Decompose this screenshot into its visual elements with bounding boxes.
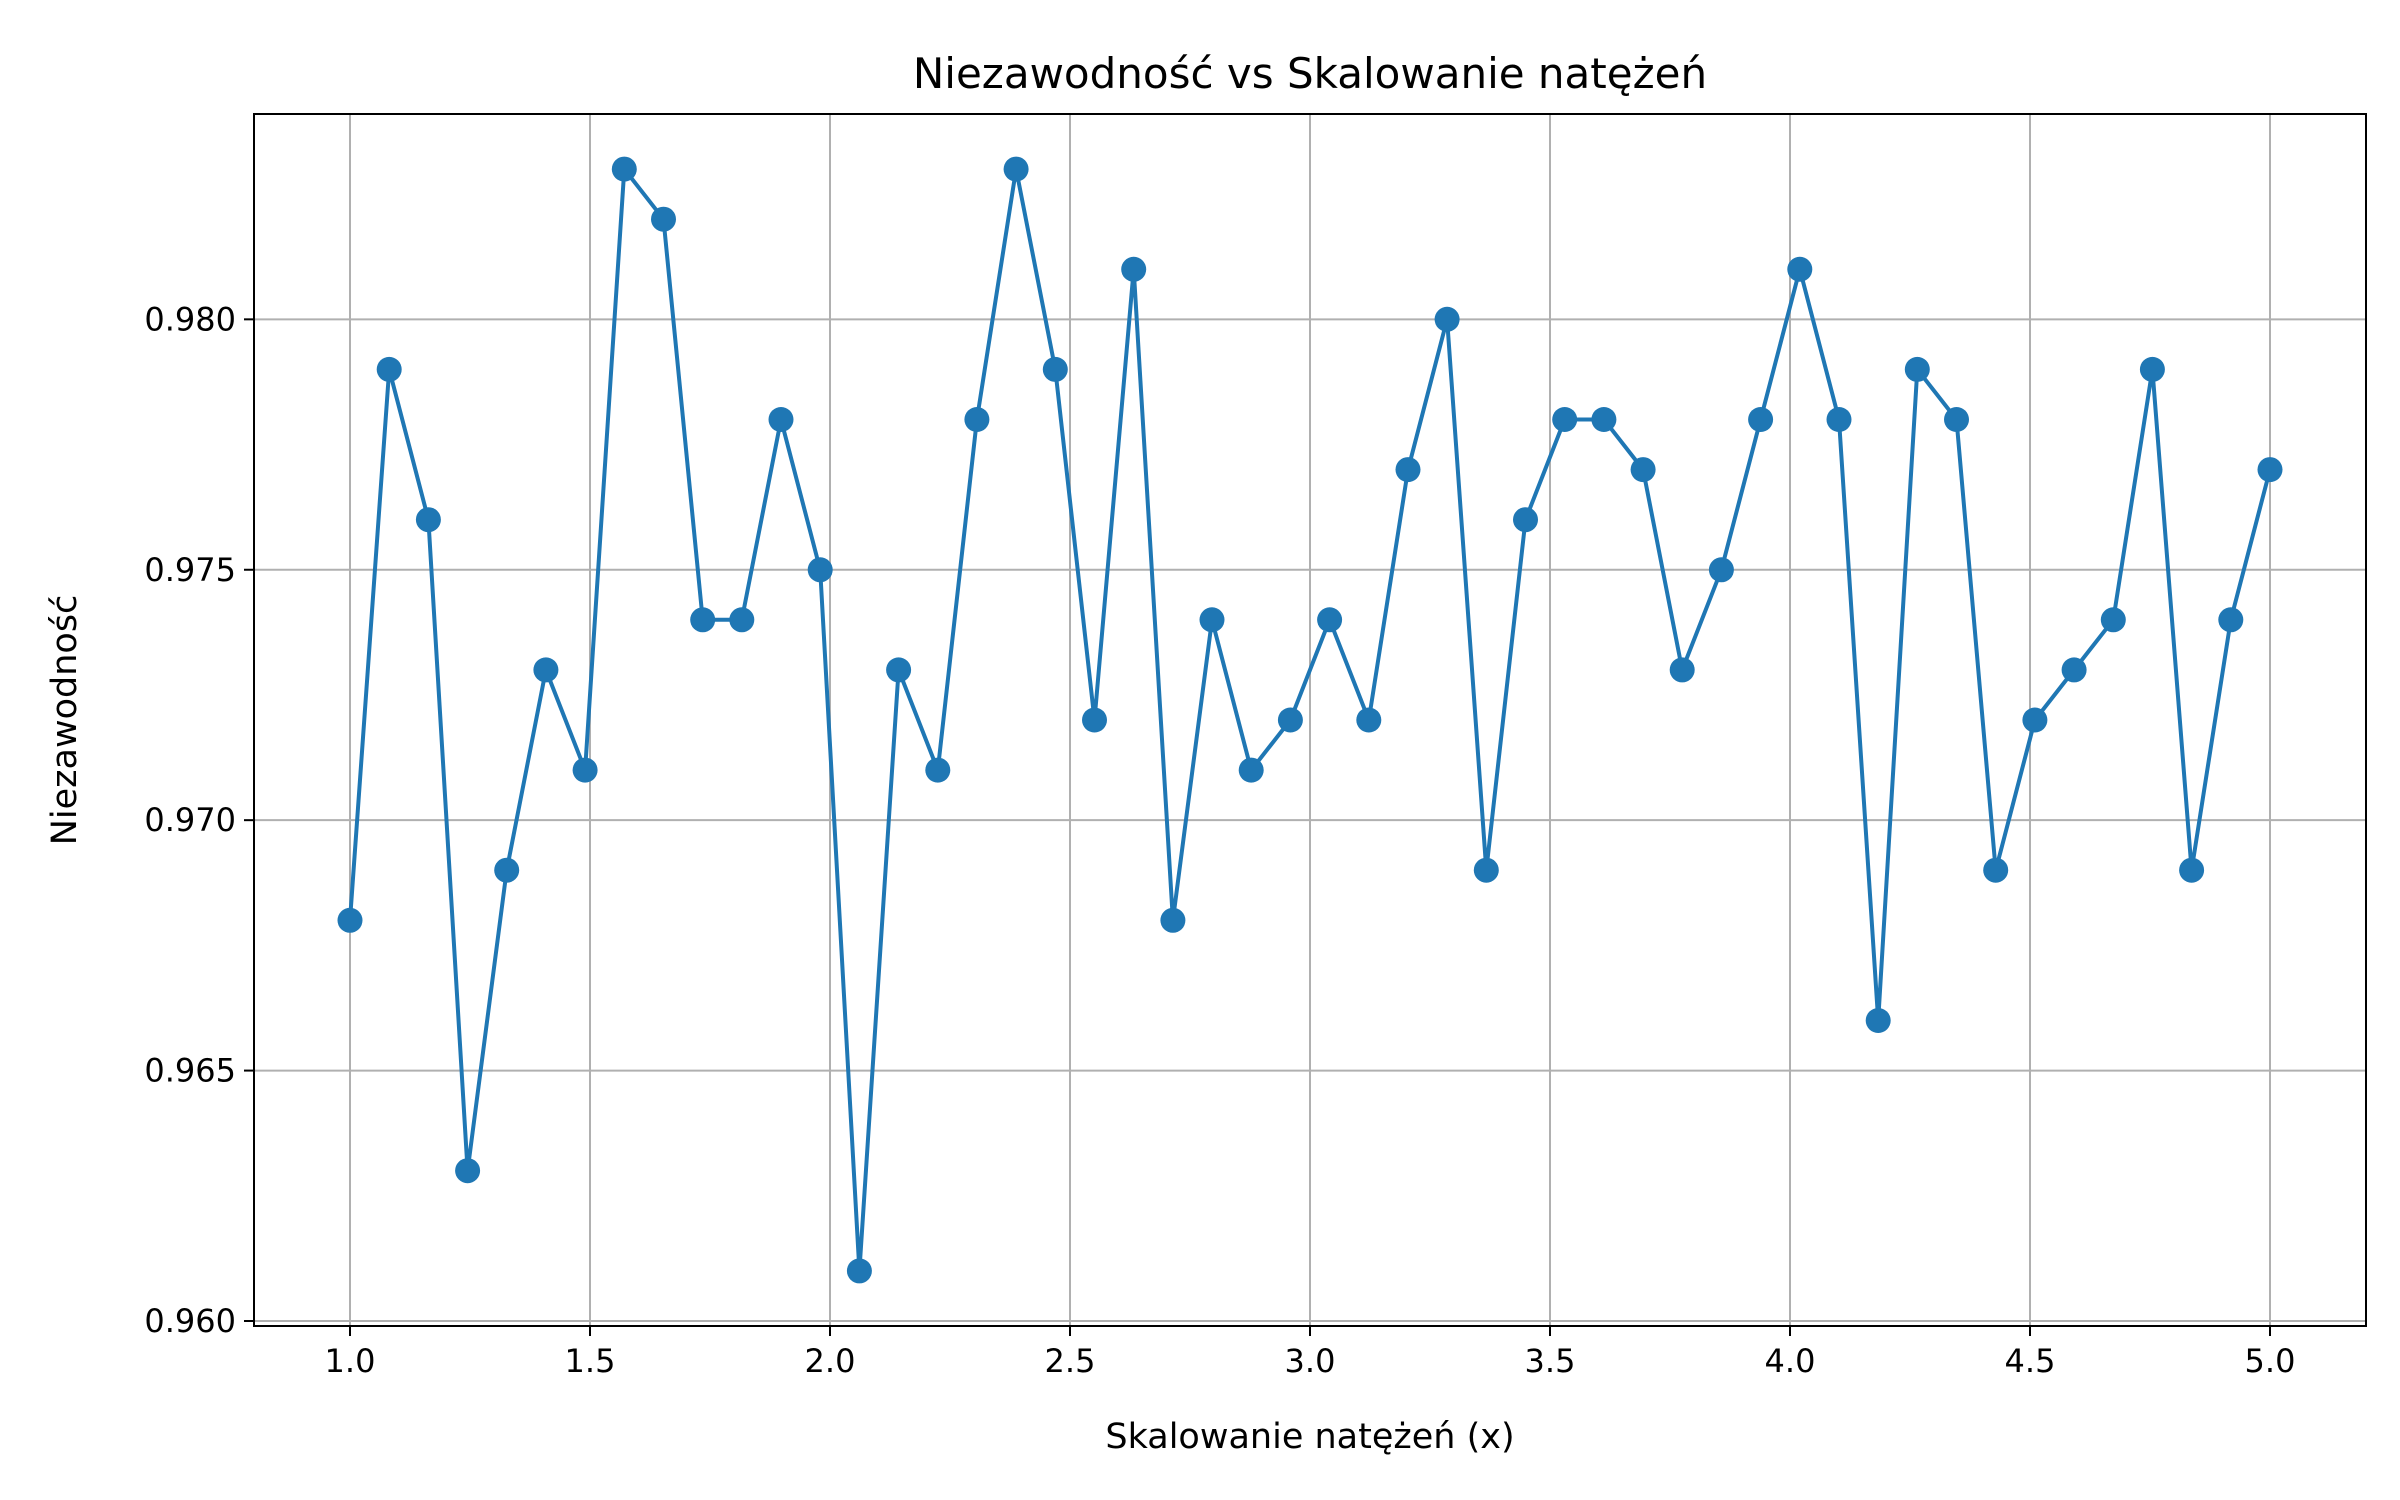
x-tick-label: 3.5	[1525, 1342, 1576, 1380]
data-point	[1748, 407, 1774, 432]
data-point	[1395, 457, 1421, 483]
data-point	[1317, 607, 1343, 633]
series-marker-layer	[337, 156, 2283, 1284]
data-point	[690, 607, 716, 633]
data-point	[1277, 707, 1303, 733]
data-point	[886, 657, 912, 683]
data-point	[1826, 407, 1852, 432]
y-tick-label: 0.975	[144, 551, 236, 589]
data-point	[1513, 507, 1538, 533]
data-point	[1630, 457, 1656, 483]
data-point	[2179, 857, 2205, 883]
data-point	[572, 757, 598, 783]
data-point	[768, 407, 794, 432]
x-tick-label: 4.0	[1765, 1342, 1816, 1380]
x-tick-label: 3.0	[1285, 1342, 1336, 1380]
data-point	[1199, 607, 1225, 633]
x-tick-label: 2.5	[1045, 1342, 1096, 1380]
x-tick-label: 4.5	[2005, 1342, 2056, 1380]
data-point	[1473, 857, 1499, 883]
chart-title: Niezawodność vs Skalowanie natężeń	[913, 49, 1707, 98]
axis-ticks: 1.0 1.5 2.0 2.5 3.0 3.5 4.0 4.5 5.0 0.960 0.965 0.9…	[144, 300, 2295, 1380]
y-tick-label: 0.980	[144, 300, 236, 338]
data-point	[1434, 306, 1460, 332]
data-point	[1356, 707, 1382, 733]
data-point	[1787, 256, 1813, 282]
data-point	[925, 757, 951, 783]
data-point	[1042, 356, 1068, 382]
data-point	[415, 507, 441, 533]
x-tick-label: 2.0	[805, 1342, 856, 1380]
x-axis-label: Skalowanie natężeń (x)	[1105, 1417, 1514, 1457]
data-point	[2139, 356, 2165, 382]
y-tick-label: 0.965	[144, 1052, 236, 1090]
data-point	[1121, 256, 1147, 282]
data-point	[651, 206, 676, 232]
data-point	[2257, 457, 2283, 483]
data-point	[807, 557, 833, 583]
data-point	[1983, 857, 2009, 883]
data-point	[846, 1258, 872, 1284]
data-point	[533, 657, 559, 683]
x-tick-label: 5.0	[2245, 1342, 2296, 1380]
x-tick-label: 1.0	[325, 1342, 376, 1380]
y-tick-label: 0.970	[144, 801, 236, 839]
data-point	[2100, 607, 2126, 633]
x-tick-label: 1.5	[565, 1342, 616, 1380]
data-point	[1160, 907, 1186, 933]
data-point	[1082, 707, 1107, 733]
y-axis-label: Niezawodność	[45, 595, 85, 846]
data-point	[2218, 607, 2244, 633]
y-tick-label: 0.960	[144, 1302, 236, 1340]
data-point	[1708, 557, 1734, 583]
data-point	[1003, 156, 1029, 182]
data-point	[494, 857, 520, 883]
data-point	[1904, 356, 1930, 382]
data-point	[964, 407, 990, 432]
data-point	[2061, 657, 2087, 683]
data-point	[337, 907, 363, 933]
data-point	[729, 607, 755, 633]
data-point	[1669, 657, 1695, 683]
data-point	[1552, 407, 1578, 432]
data-point	[376, 356, 402, 382]
data-point	[1238, 757, 1264, 783]
data-point	[1591, 407, 1617, 432]
grid	[254, 114, 2366, 1326]
data-point	[2022, 707, 2048, 733]
data-point	[1944, 407, 1969, 432]
data-point	[611, 156, 637, 182]
data-point	[1865, 1008, 1891, 1033]
data-point	[455, 1158, 481, 1184]
